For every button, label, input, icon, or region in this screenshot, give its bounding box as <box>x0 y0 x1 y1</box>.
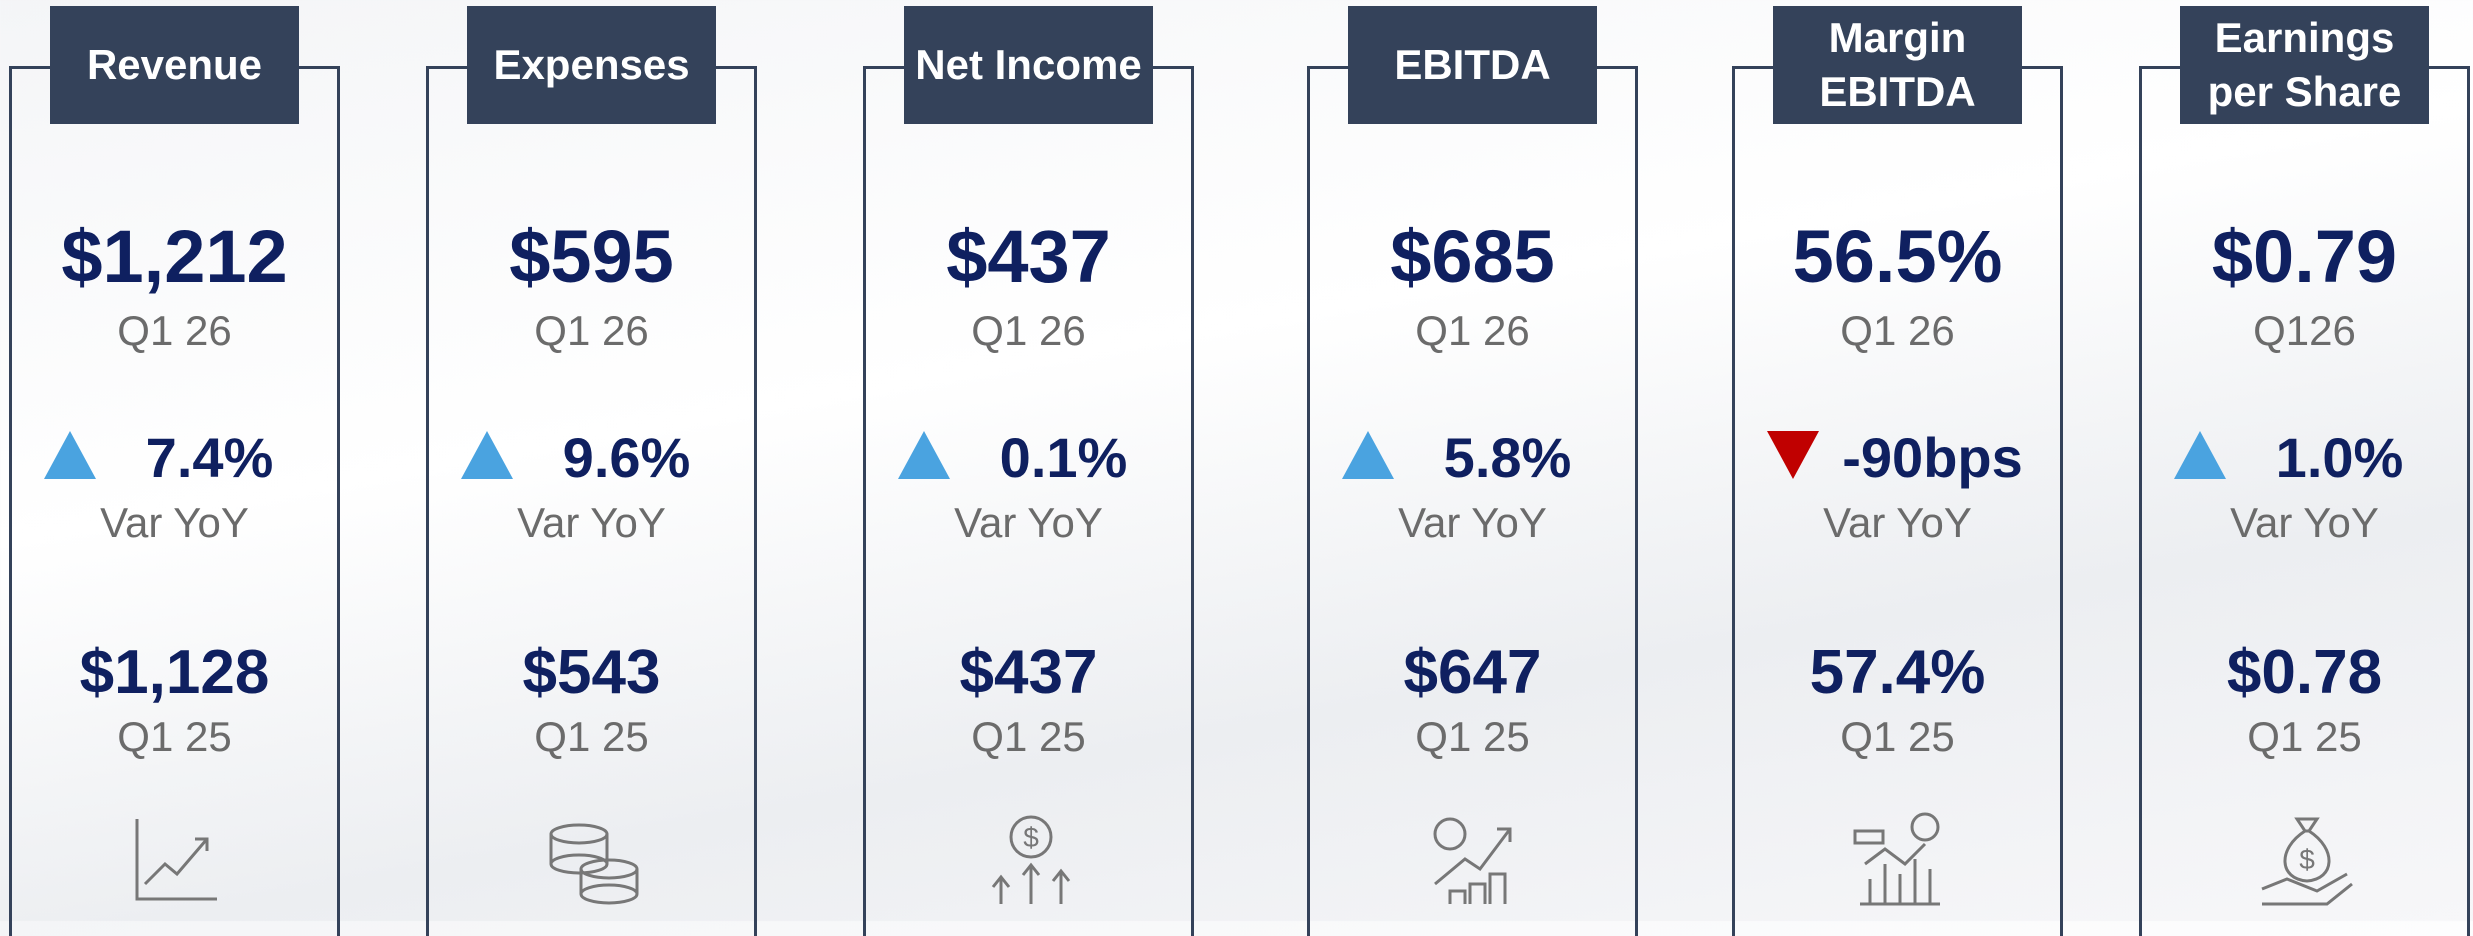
card-title: Expenses <box>467 6 716 124</box>
prior-period: Q1 25 <box>971 713 1086 760</box>
current-period: Q1 26 <box>1415 307 1530 354</box>
card-icon <box>1433 817 1512 904</box>
prior-value: $437 <box>959 638 1098 707</box>
current-period: Q1 26 <box>117 307 232 354</box>
current-value: $685 <box>1390 215 1555 298</box>
prior-value: $543 <box>522 638 661 707</box>
current-value: $1,212 <box>61 215 288 298</box>
current-period: Q1 26 <box>971 307 1086 354</box>
current-period: Q126 <box>2253 307 2356 354</box>
prior-period: Q1 25 <box>534 713 649 760</box>
current-value: $0.79 <box>2211 215 2398 298</box>
arrow-down <box>1767 431 1819 479</box>
svg-text:$: $ <box>1023 822 1039 853</box>
kpi-card: EBITDA $685 Q1 26 5.8% Var YoY $647 Q1 25 <box>1307 6 1638 936</box>
prior-value: $647 <box>1403 638 1542 707</box>
kpi-card: Expenses $595 Q1 26 9.6% Var YoY $543 Q1 25 <box>426 6 757 936</box>
prior-value: $1,128 <box>79 638 270 707</box>
current-value: $437 <box>946 215 1111 298</box>
variance: 0.1% <box>999 426 1128 489</box>
kpi-card: Net Income $437 Q1 26 0.1% Var YoY $437 Q1 25 $ <box>863 6 1194 936</box>
kpi-card: Revenue $1,212 Q1 26 7.4% Var YoY $1,128 Q1 25 <box>9 6 340 936</box>
svg-text:$: $ <box>2299 844 2315 875</box>
variance-label: Var YoY <box>954 499 1103 546</box>
current-period: Q1 26 <box>534 307 649 354</box>
variance: 7.4% <box>145 426 274 489</box>
card-icon <box>549 823 639 905</box>
card-title: Revenue <box>50 6 299 124</box>
prior-value: 57.4% <box>1809 638 1986 707</box>
current-value: 56.5% <box>1792 215 2003 298</box>
variance: 5.8% <box>1443 426 1572 489</box>
kpi-card: Earnings per Share $0.79 Q126 1.0% Var YoY $0… <box>2139 6 2470 936</box>
arrow-up <box>44 431 96 479</box>
current-period: Q1 26 <box>1840 307 1955 354</box>
card-title: Margin EBITDA <box>1773 6 2022 124</box>
card-icon <box>135 819 217 901</box>
card-title: Net Income <box>904 6 1153 124</box>
card-icon <box>1853 812 1940 906</box>
arrow-up <box>898 431 950 479</box>
variance-label: Var YoY <box>2230 499 2379 546</box>
card-icon: $ <box>991 815 1071 904</box>
prior-period: Q1 25 <box>1840 713 1955 760</box>
variance-label: Var YoY <box>517 499 666 546</box>
prior-period: Q1 25 <box>117 713 232 760</box>
prior-value: $0.78 <box>2226 638 2383 707</box>
arrow-up <box>2174 431 2226 479</box>
arrow-up <box>461 431 513 479</box>
card-icon: $ <box>2261 817 2353 906</box>
variance-label: Var YoY <box>1398 499 1547 546</box>
card-title: Earnings per Share <box>2180 6 2429 124</box>
current-value: $595 <box>509 215 674 298</box>
variance-label: Var YoY <box>1823 499 1972 546</box>
variance: -90bps <box>1842 426 2023 489</box>
prior-period: Q1 25 <box>1415 713 1530 760</box>
kpi-card: Margin EBITDA 56.5% Q1 26 -90bps Var YoY 57.4… <box>1732 6 2063 936</box>
variance-label: Var YoY <box>100 499 249 546</box>
variance: 9.6% <box>562 426 691 489</box>
card-title: EBITDA <box>1348 6 1597 124</box>
variance: 1.0% <box>2275 426 2404 489</box>
prior-period: Q1 25 <box>2247 713 2362 760</box>
arrow-up <box>1342 431 1394 479</box>
